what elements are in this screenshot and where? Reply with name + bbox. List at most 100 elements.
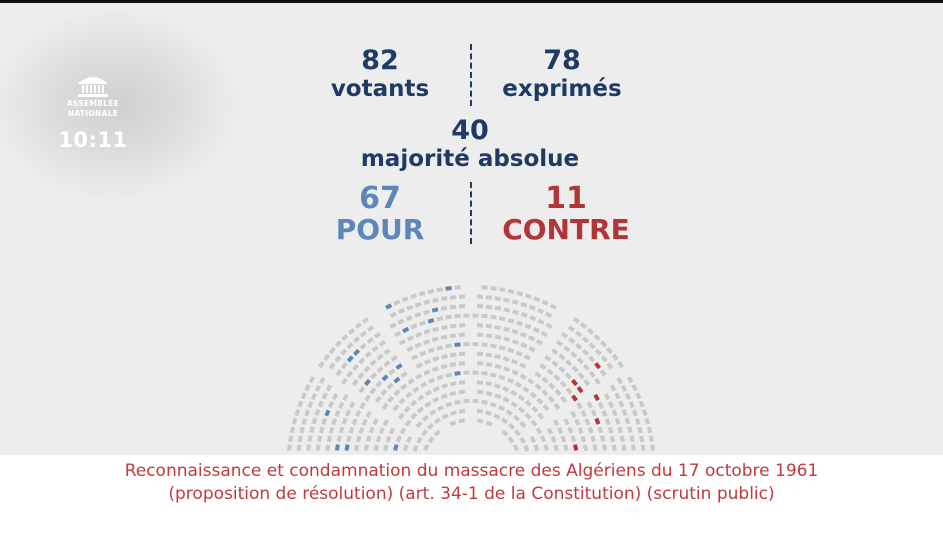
seat-empty (574, 418, 581, 426)
seat-empty (476, 332, 484, 337)
seat-empty (358, 357, 366, 365)
contre-label: CONTRE (502, 213, 630, 246)
seat-empty (476, 408, 484, 414)
seat-empty (545, 311, 553, 318)
seat-empty (618, 400, 625, 408)
seat-empty (534, 383, 542, 391)
logo-line-1: ASSEMBLÉE (66, 99, 120, 108)
seat-pour (364, 378, 371, 387)
seat-empty (472, 313, 479, 318)
seat-empty (401, 296, 409, 303)
seat-empty (373, 331, 382, 339)
seat-empty (349, 401, 356, 409)
seat-empty (481, 285, 488, 290)
seat-empty (395, 435, 402, 443)
seat-empty (540, 435, 547, 443)
seat-empty (389, 311, 397, 318)
seat-empty (512, 309, 520, 315)
seat-empty (449, 304, 457, 310)
seat-empty (494, 324, 501, 331)
seat-empty (500, 417, 509, 425)
seat-empty (427, 288, 435, 295)
seat-empty (601, 409, 608, 418)
seat-empty (609, 384, 617, 392)
seat-empty (338, 426, 345, 434)
seat-empty (551, 360, 559, 368)
seat-empty (631, 444, 636, 451)
seat-empty (334, 340, 343, 348)
seat-empty (476, 304, 484, 309)
seat-empty (528, 345, 536, 353)
seat-empty (371, 345, 379, 353)
seat-empty (325, 444, 331, 452)
seat-empty (511, 299, 519, 305)
seat-empty (507, 347, 515, 354)
seat-empty (388, 427, 396, 435)
seat-empty (560, 331, 569, 339)
seat-empty (586, 327, 595, 335)
seat-empty (416, 406, 425, 414)
seat-empty (637, 426, 643, 434)
seat-empty (458, 304, 466, 309)
seat-empty (415, 331, 423, 338)
seat-empty (363, 444, 369, 451)
seat-empty (436, 287, 443, 293)
seat-empty (314, 408, 321, 417)
seat-empty (485, 381, 493, 387)
seat-empty (412, 444, 419, 452)
seat-empty (394, 330, 402, 338)
seat-empty (481, 399, 488, 405)
seat-empty (378, 427, 385, 435)
seat-empty (635, 392, 642, 400)
seat-empty (363, 365, 371, 373)
seat-empty (421, 429, 428, 437)
seat-empty (441, 324, 448, 331)
seat-empty (506, 377, 514, 384)
seat-empty (611, 444, 617, 452)
seat-empty (393, 299, 401, 306)
seat-empty (582, 444, 588, 452)
seat-empty (516, 320, 524, 327)
seat-empty (540, 330, 548, 338)
seat-empty (406, 304, 414, 311)
seat-empty (370, 372, 378, 380)
seat-empty (512, 444, 519, 452)
seat-empty (392, 404, 400, 412)
seat-empty (458, 418, 466, 424)
seat-empty (410, 412, 418, 420)
seat-empty (420, 381, 428, 389)
seat-empty (441, 353, 448, 360)
seat-empty (554, 388, 562, 397)
seat-empty (503, 336, 511, 343)
seat-empty (519, 420, 527, 429)
seat-empty (427, 436, 435, 444)
seat-empty (299, 426, 305, 434)
seat-empty (494, 305, 502, 311)
seat-empty (563, 418, 570, 426)
seat-empty (548, 382, 556, 390)
seat-contre (594, 362, 602, 370)
seat-empty (398, 339, 406, 346)
seat-empty (581, 348, 589, 356)
seat-empty (458, 408, 466, 414)
seat-empty (327, 401, 335, 409)
seat-empty (646, 426, 653, 434)
seat-empty (436, 374, 444, 381)
seat-empty (529, 391, 537, 399)
seat-empty (397, 412, 405, 420)
seat-empty (558, 366, 566, 373)
seat-empty (301, 418, 308, 425)
seat-empty (607, 401, 615, 409)
seat-empty (402, 444, 409, 452)
seat-empty (317, 435, 323, 443)
seat-empty (365, 435, 372, 443)
seat-empty (600, 355, 608, 363)
top-frame-line (0, 0, 943, 3)
seat-empty (458, 294, 466, 299)
seat-pour (402, 326, 410, 334)
seat-empty (599, 369, 607, 377)
seat-empty (567, 426, 574, 434)
seat-contre (571, 378, 578, 387)
seat-empty (498, 316, 506, 322)
seat-empty (507, 288, 515, 295)
